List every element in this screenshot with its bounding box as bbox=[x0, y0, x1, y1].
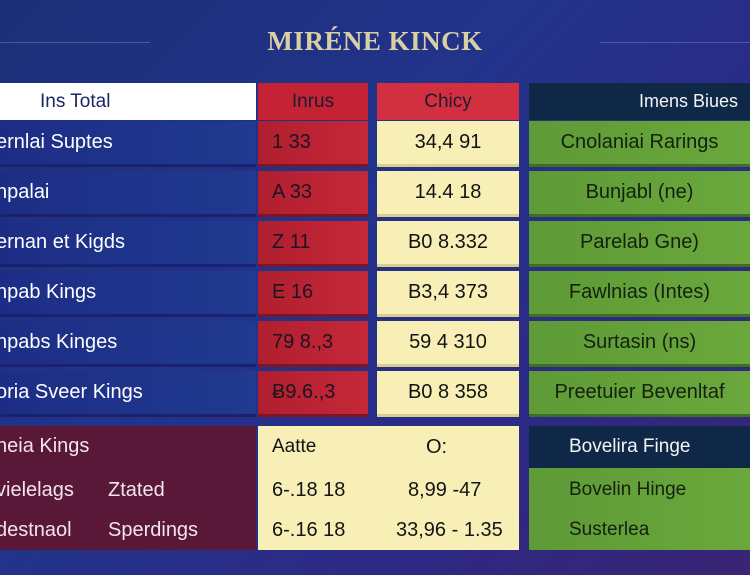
table-row-chcy: B3,4 373 bbox=[377, 271, 519, 317]
lower-team-label: destnaol Sperdings bbox=[0, 518, 199, 541]
header-team: Ins Total bbox=[0, 83, 256, 120]
table-row-chcy: 59 4 310 bbox=[377, 321, 519, 367]
table-row-team: ernlai Suptes bbox=[0, 121, 256, 167]
table-row-last: Fawlnias (Intes) bbox=[529, 271, 750, 317]
table-row-team: npab Kings bbox=[0, 271, 256, 317]
table-row-inns: Z 11 bbox=[258, 221, 368, 267]
lower-team-label: vielelags Ztated bbox=[0, 478, 165, 501]
table-row-inns: 1 33 bbox=[258, 121, 368, 167]
page-title: MIRÉNE KINCK bbox=[267, 26, 483, 56]
lower-team-label: neia Kings bbox=[0, 434, 90, 457]
lower-mid-row: 6-.16 18 33,96 - 1.35 bbox=[272, 518, 503, 541]
table-row-team: oria Sveer Kings bbox=[0, 371, 256, 417]
table-row-chcy: 34,4 91 bbox=[377, 121, 519, 167]
table-row-last: Preetuier Bevenltaf bbox=[529, 371, 750, 417]
header-last: Imens Biues bbox=[529, 83, 750, 120]
table-row-last: Cnolaniai Rarings bbox=[529, 121, 750, 167]
table-row-last: Parelab Gne) bbox=[529, 221, 750, 267]
lower-right-row: Bovelin Hinge bbox=[569, 479, 687, 500]
table-row-team: ernan et Kigds bbox=[0, 221, 256, 267]
lower-right-row: Bovelira Finge bbox=[529, 426, 750, 468]
table-row-inns: Ƀ9.6.,3 bbox=[258, 371, 368, 417]
lower-team-panel bbox=[0, 426, 256, 550]
table-row-last: Surtasin (ns) bbox=[529, 321, 750, 367]
table-row-last: Bunjabl (ne) bbox=[529, 171, 750, 217]
table-row-chcy: 14.4 18 bbox=[377, 171, 519, 217]
title-rule-right bbox=[600, 42, 750, 43]
table-row-inns: E 16 bbox=[258, 271, 368, 317]
table-row-inns: A 33 bbox=[258, 171, 368, 217]
table-row-inns: 79 8.,3 bbox=[258, 321, 368, 367]
table-row-chcy: B0 8 358 bbox=[377, 371, 519, 417]
lower-mid-panel bbox=[258, 426, 519, 550]
header-inns: Inrus bbox=[258, 83, 368, 120]
title-rule-left bbox=[0, 42, 150, 43]
table-row-chcy: B0 8.332 bbox=[377, 221, 519, 267]
lower-mid-row: Aatte O: bbox=[272, 435, 448, 458]
lower-mid-row: 6-.18 18 8,99 -47 bbox=[272, 478, 482, 501]
lower-right-panel bbox=[529, 468, 750, 550]
lower-right-row: Susterlea bbox=[569, 519, 650, 540]
table-row-team: npalai bbox=[0, 171, 256, 217]
header-chcy: Chicy bbox=[377, 83, 519, 120]
table-row-team: npabs Kinges bbox=[0, 321, 256, 367]
